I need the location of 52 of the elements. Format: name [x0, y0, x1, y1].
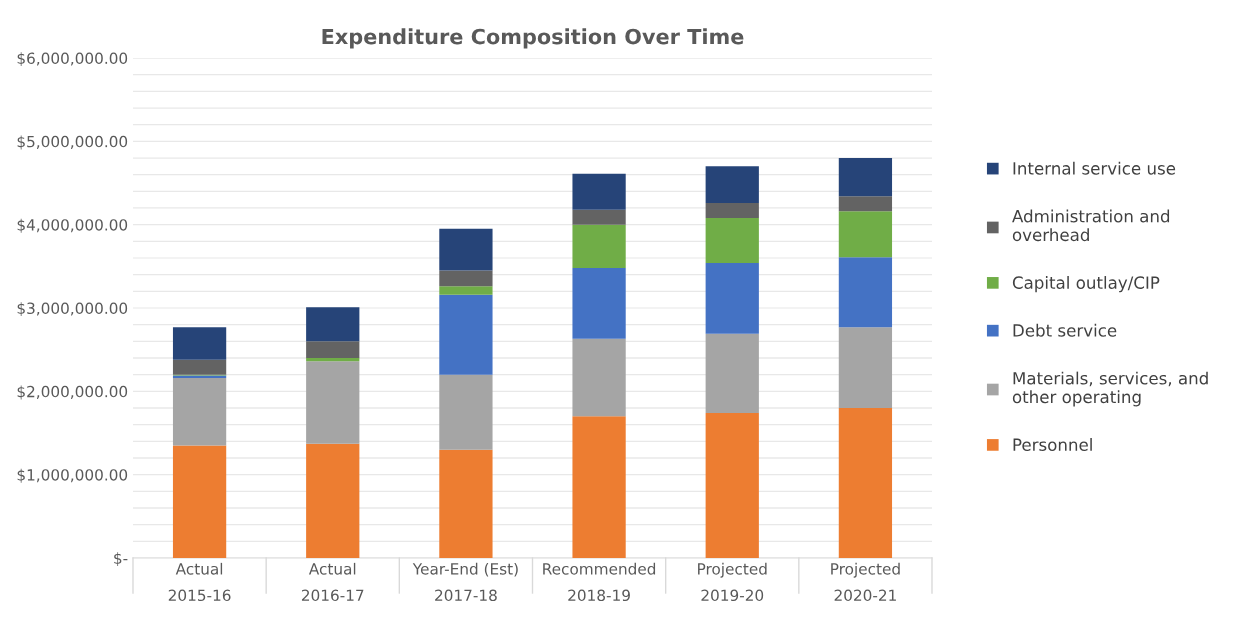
- y-tick-label: $5,000,000.00: [17, 135, 128, 150]
- y-tick-label: $4,000,000.00: [17, 218, 128, 233]
- y-tick-label: $1,000,000.00: [17, 468, 128, 483]
- bar: [838, 196, 893, 212]
- bar: [306, 443, 360, 558]
- y-tick-label: $2,000,000.00: [17, 385, 128, 400]
- legend-label: Materials, services, and other operating: [1012, 371, 1208, 407]
- y-tick-label: $-: [114, 552, 128, 567]
- bar: [838, 158, 893, 197]
- y-tick-label: $3,000,000.00: [17, 302, 128, 317]
- legend-label: Internal service use: [1013, 161, 1176, 175]
- x-tick-label: Projected 2020-21: [831, 562, 900, 602]
- bar: [838, 327, 893, 408]
- bar: [172, 327, 227, 360]
- bar: [439, 228, 493, 271]
- x-tick-label: Projected 2019-20: [698, 562, 767, 602]
- bar: [705, 263, 759, 334]
- bar: [838, 211, 893, 258]
- legend-label: Personnel: [1013, 438, 1092, 451]
- x-tick-label: Year-End (Est) 2017-18: [412, 562, 518, 602]
- bar: [705, 166, 759, 203]
- legend-label: Capital outlay/CIP: [1012, 276, 1160, 293]
- x-tick-label: Actual 2015-16: [168, 562, 231, 602]
- chart-title: Expenditure Composition Over Time: [322, 28, 744, 49]
- bar: [439, 270, 493, 287]
- bar: [572, 209, 626, 225]
- bar: [172, 359, 227, 375]
- bar: [172, 378, 227, 446]
- bar: [572, 268, 626, 339]
- bar: [172, 445, 227, 558]
- bar: [572, 173, 626, 210]
- legend-label: Debt service: [1013, 323, 1117, 337]
- bar: [838, 257, 893, 328]
- bar: [572, 338, 626, 417]
- bar: [572, 224, 626, 268]
- x-tick-label: Actual 2016-17: [301, 562, 364, 602]
- legend-label: Administration and overhead: [1012, 209, 1170, 242]
- bar: [705, 413, 759, 558]
- y-tick-label: $6,000,000.00: [17, 52, 128, 67]
- bar: [439, 286, 493, 295]
- bar: [838, 408, 893, 558]
- bar: [306, 361, 360, 444]
- bar: [306, 307, 360, 342]
- bar: [439, 374, 493, 450]
- bar: [439, 449, 493, 558]
- bar: [439, 294, 493, 375]
- bar: [306, 341, 360, 358]
- bar: [705, 218, 759, 263]
- x-tick-label: Recommended 2018-19: [543, 562, 656, 602]
- bar: [705, 333, 759, 413]
- bar: [705, 203, 759, 218]
- bar: [572, 416, 626, 558]
